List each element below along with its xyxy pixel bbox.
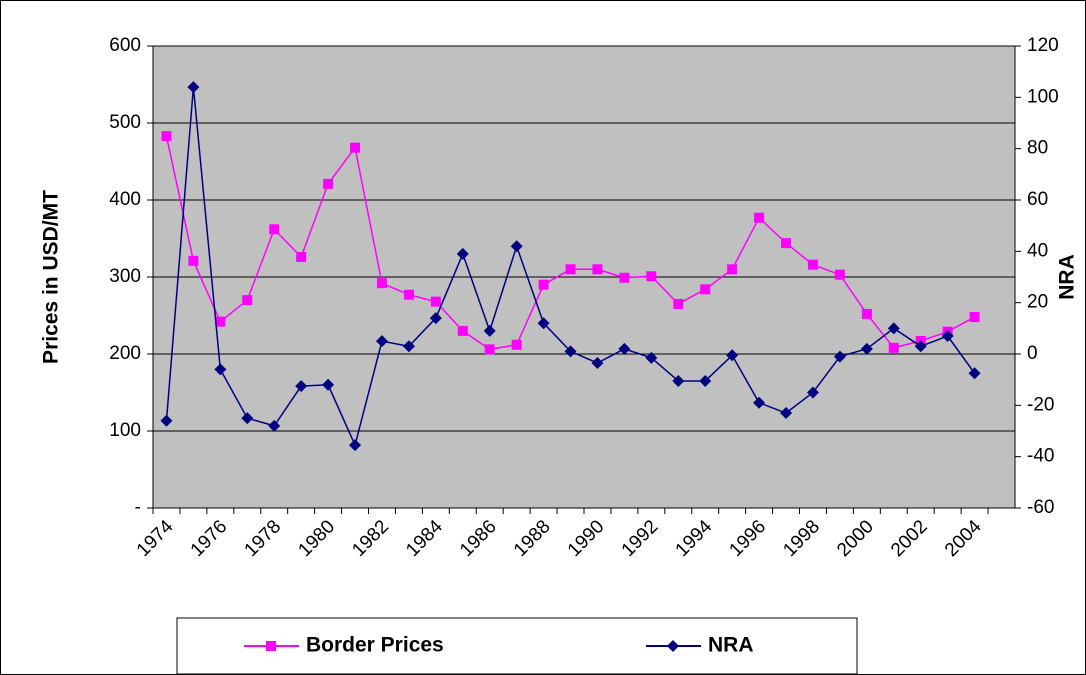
data-point bbox=[780, 407, 793, 420]
data-point bbox=[645, 351, 658, 364]
data-point bbox=[242, 295, 253, 306]
data-point bbox=[941, 330, 954, 343]
data-point bbox=[781, 238, 792, 249]
data-point bbox=[646, 271, 657, 282]
data-point bbox=[888, 342, 899, 353]
data-point bbox=[350, 142, 361, 153]
data-point bbox=[726, 349, 739, 362]
data-point bbox=[295, 380, 308, 393]
data-point bbox=[456, 247, 469, 260]
data-point bbox=[565, 264, 576, 275]
data-point bbox=[269, 224, 280, 235]
data-point bbox=[511, 339, 522, 350]
y-tick-label: 100 bbox=[109, 420, 141, 441]
data-point bbox=[402, 340, 415, 353]
data-point bbox=[296, 251, 307, 262]
y2-tick-label: 0 bbox=[1027, 343, 1038, 364]
data-point bbox=[241, 412, 254, 425]
data-point bbox=[592, 264, 603, 275]
data-point bbox=[484, 344, 495, 355]
y-tick-label: 200 bbox=[109, 343, 141, 364]
data-point bbox=[429, 312, 442, 325]
data-point bbox=[700, 284, 711, 295]
data-point bbox=[483, 324, 496, 337]
data-point bbox=[430, 296, 441, 307]
data-point bbox=[969, 312, 980, 323]
data-point bbox=[673, 298, 684, 309]
y2-tick-label: 60 bbox=[1027, 189, 1048, 210]
legend-marker bbox=[266, 641, 276, 651]
data-point bbox=[268, 419, 281, 432]
data-point bbox=[403, 289, 414, 300]
data-point bbox=[834, 269, 845, 280]
data-point bbox=[160, 414, 173, 427]
legend-label: Border Prices bbox=[306, 634, 444, 657]
data-point bbox=[322, 378, 335, 391]
data-point bbox=[510, 240, 523, 253]
y-tick-label: 500 bbox=[109, 112, 141, 133]
y-tick-label: 600 bbox=[109, 35, 141, 56]
data-point bbox=[564, 345, 577, 358]
data-point bbox=[672, 374, 685, 387]
data-point bbox=[215, 316, 226, 327]
data-point bbox=[833, 350, 846, 363]
data-point bbox=[968, 367, 981, 380]
data-point bbox=[807, 259, 818, 270]
y-tick-label: 400 bbox=[109, 189, 141, 210]
data-point bbox=[375, 335, 388, 348]
y2-tick-label: -40 bbox=[1027, 446, 1054, 467]
data-point bbox=[214, 363, 227, 376]
data-point bbox=[914, 340, 927, 353]
y-tick-label: 300 bbox=[109, 266, 141, 287]
data-point bbox=[161, 131, 172, 142]
y-tick-label: - bbox=[135, 497, 141, 518]
y2-tick-label: 40 bbox=[1027, 240, 1048, 261]
y2-tick-label: 20 bbox=[1027, 292, 1048, 313]
y2-axis-title: NRA bbox=[1056, 254, 1079, 300]
data-point bbox=[887, 322, 900, 335]
data-point bbox=[618, 342, 631, 355]
data-point bbox=[457, 325, 468, 336]
data-point bbox=[699, 374, 712, 387]
data-point bbox=[806, 386, 819, 399]
data-point bbox=[727, 264, 738, 275]
y2-tick-label: 80 bbox=[1027, 138, 1048, 159]
data-point bbox=[537, 317, 550, 330]
y2-tick-label: 120 bbox=[1027, 35, 1059, 56]
y2-tick-label: -20 bbox=[1027, 394, 1054, 415]
data-point bbox=[376, 278, 387, 289]
y-axis-title: Prices in USD/MT bbox=[40, 190, 63, 364]
legend-label: NRA bbox=[708, 634, 754, 657]
data-point bbox=[861, 308, 872, 319]
data-point bbox=[349, 439, 362, 452]
data-point bbox=[860, 342, 873, 355]
y2-tick-label: 100 bbox=[1027, 86, 1059, 107]
data-point bbox=[187, 81, 200, 94]
data-point bbox=[591, 356, 604, 369]
data-point bbox=[619, 272, 630, 283]
data-point bbox=[538, 279, 549, 290]
y2-tick-label: -60 bbox=[1027, 497, 1054, 518]
data-point bbox=[323, 178, 334, 189]
legend-marker bbox=[667, 640, 679, 652]
data-point bbox=[754, 212, 765, 223]
data-point bbox=[188, 255, 199, 266]
data-point bbox=[753, 396, 766, 409]
